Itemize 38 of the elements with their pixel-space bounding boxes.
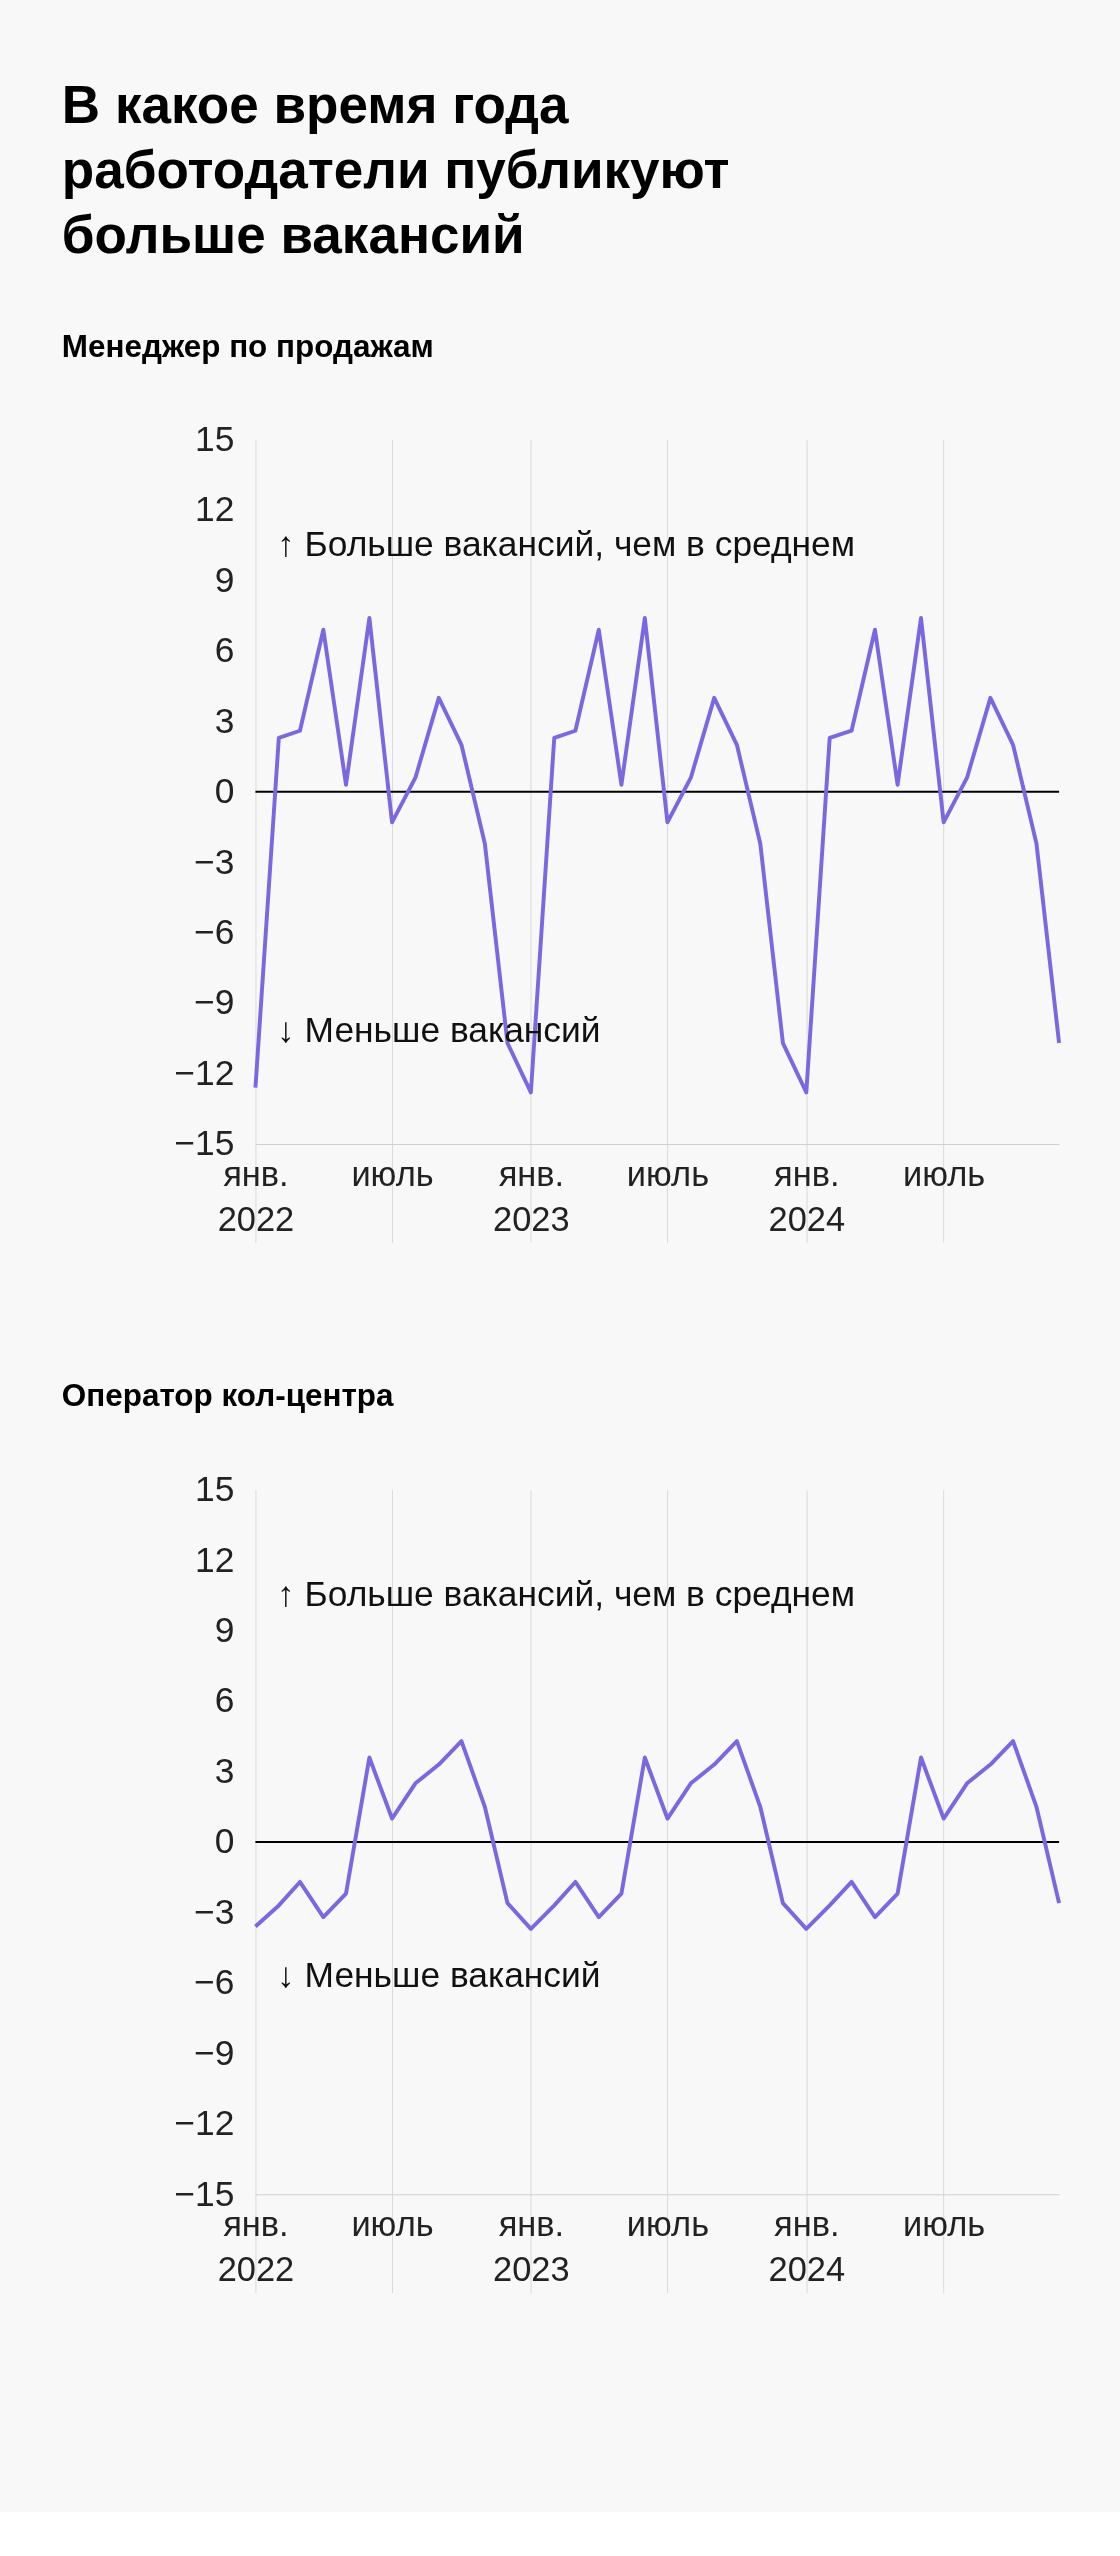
y-tick-label: −6: [193, 1962, 235, 2002]
x-tick-label: июль: [351, 2205, 434, 2243]
y-tick-label: 9: [214, 559, 235, 599]
y-tick-label: 12: [194, 1539, 235, 1579]
chart-title: Оператор кол-центра: [61, 1378, 394, 1414]
x-tick-label: янв. 2023: [493, 2205, 570, 2289]
line-series: [253, 616, 1062, 1095]
y-tick-label: 6: [214, 1680, 235, 1720]
x-tick-label: июль: [626, 2205, 710, 2243]
annotation: ↑ Больше вакансий, чем в среднем: [277, 1574, 856, 1614]
y-tick-label: −3: [193, 841, 235, 881]
x-tick-label: янв. 2024: [768, 2205, 846, 2289]
y-tick-label: −9: [193, 2032, 235, 2072]
x-tick-label: июль: [903, 1154, 986, 1193]
y-tick-label: 3: [214, 700, 235, 740]
y-tick-label: 0: [214, 1821, 235, 1861]
y-tick-label: 6: [214, 630, 235, 670]
x-tick-label: июль: [351, 1154, 434, 1193]
y-tick-label: 9: [214, 1610, 235, 1650]
chart-title: В какое время года работодатели публикуют больше вакансий: [61, 75, 730, 264]
y-tick-label: 0: [214, 771, 235, 811]
annotation: ↑ Больше вакансий, чем в среднем: [277, 524, 856, 564]
y-tick-label: −3: [193, 1891, 235, 1931]
y-tick-label: −12: [174, 2103, 235, 2143]
x-tick-label: янв. 2024: [768, 1154, 846, 1238]
y-tick-label: −9: [193, 982, 235, 1022]
x-tick-label: июль: [903, 2205, 986, 2243]
line-series: [253, 1739, 1062, 1931]
y-tick-label: 12: [194, 489, 235, 529]
y-tick-label: 15: [194, 1469, 235, 1509]
y-tick-label: −6: [193, 911, 235, 951]
y-tick-label: 15: [194, 418, 235, 458]
x-tick-label: янв. 2023: [493, 1154, 570, 1238]
x-tick-label: июль: [626, 1154, 710, 1193]
annotation: ↓ Меньше вакансий: [277, 1954, 601, 1994]
y-tick-label: 3: [214, 1750, 235, 1790]
y-tick-label: −12: [174, 1052, 235, 1092]
chart-subtitle: Менеджер по продажам: [61, 329, 434, 365]
